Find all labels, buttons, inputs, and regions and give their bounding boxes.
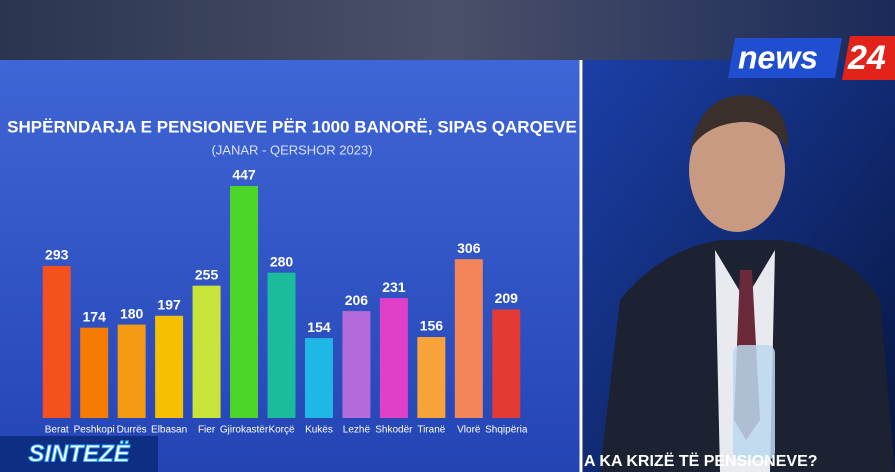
x-tick-label: Tiranë	[417, 425, 445, 436]
bar	[492, 309, 521, 418]
x-tick-label: Lezhë	[343, 425, 371, 436]
bar	[379, 298, 408, 418]
bar	[42, 265, 71, 418]
x-tick-label: Shkodër	[375, 425, 413, 436]
value-label: 154	[307, 319, 331, 335]
value-label: 206	[345, 292, 369, 308]
value-label: 280	[270, 253, 294, 269]
logo-box	[842, 36, 895, 80]
bar	[230, 186, 259, 418]
logo: news 24	[728, 36, 895, 80]
x-tick-label: Korçë	[268, 425, 295, 436]
value-label: 197	[157, 296, 181, 312]
bar	[454, 259, 483, 418]
show-name: SINTEZË	[28, 440, 130, 467]
bar	[80, 327, 109, 418]
logo-word: news	[738, 39, 818, 75]
value-label: 306	[457, 240, 481, 256]
x-tick-label: Elbasan	[151, 425, 187, 436]
x-tick-label: Peshkopi	[74, 425, 115, 436]
bar	[267, 272, 296, 418]
bar	[304, 338, 333, 418]
bar	[155, 315, 184, 418]
logo-back	[728, 38, 842, 78]
bar	[417, 337, 446, 418]
x-tick-label: Vlorë	[457, 425, 481, 436]
logo-number: 24	[847, 39, 886, 77]
value-label: 255	[195, 266, 219, 282]
presenter	[600, 95, 895, 472]
x-tick-label: Berat	[45, 425, 69, 436]
bar	[342, 311, 371, 418]
ticker: A KA KRIZË TË PENSIONEVE?	[584, 452, 818, 470]
bar	[117, 324, 146, 418]
x-tick-label: Durrës	[117, 425, 147, 436]
value-label: 174	[83, 308, 107, 324]
show-box	[0, 436, 158, 472]
value-label: 156	[420, 318, 444, 334]
bar	[192, 285, 221, 418]
value-label: 231	[382, 279, 406, 295]
value-label: 180	[120, 305, 144, 321]
x-tick-label: Gjirokastër	[220, 425, 269, 436]
value-label: 209	[495, 290, 519, 306]
value-label: 293	[45, 247, 69, 263]
value-label: 447	[232, 167, 256, 183]
x-tick-label: Fier	[198, 425, 216, 436]
x-tick-label: Kukës	[305, 425, 333, 436]
chart-title: SHPËRNDARJA E PENSIONEVE PËR 1000 BANORË…	[7, 117, 577, 136]
bars: 293 Berat 174 Peshkopi 180 Durrës 197 Elbasan 25…	[42, 167, 528, 436]
chart-subtitle: (JANAR - QERSHOR 2023)	[211, 142, 372, 157]
x-tick-label: Shqipëria	[485, 425, 528, 436]
